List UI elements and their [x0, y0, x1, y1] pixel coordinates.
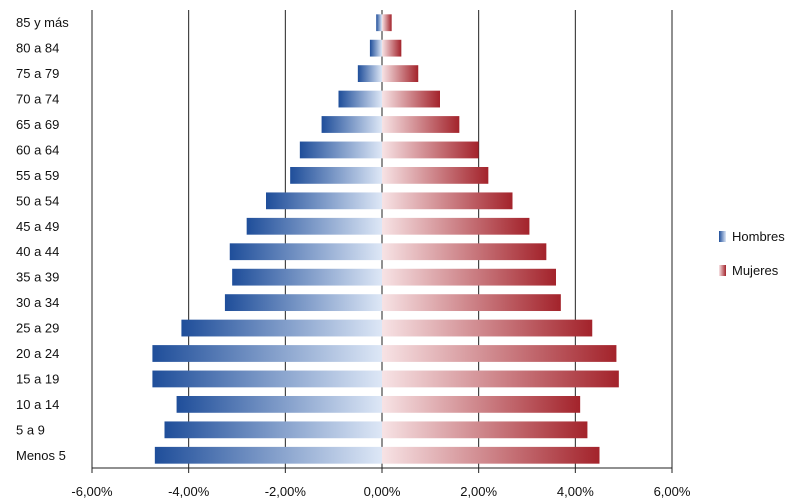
- bar-mujeres-6: [382, 294, 561, 312]
- bar-mujeres-12: [382, 141, 479, 159]
- axes: [91, 467, 673, 473]
- category-label: 75 a 79: [16, 66, 59, 81]
- x-tick-label: 2,00%: [460, 484, 497, 499]
- bar-hombres-2: [176, 395, 382, 413]
- bar-mujeres-9: [382, 217, 530, 235]
- category-label: 25 a 29: [16, 321, 59, 336]
- grid-lines: [91, 10, 673, 468]
- x-tick-label: -6,00%: [71, 484, 113, 499]
- bar-mujeres-17: [382, 14, 392, 32]
- legend-label-hombres: Hombres: [732, 229, 785, 244]
- bars: [152, 14, 619, 464]
- x-tick-label: -4,00%: [168, 484, 210, 499]
- bar-mujeres-1: [382, 421, 588, 439]
- bar-hombres-3: [152, 370, 382, 388]
- category-label: 5 a 9: [16, 422, 45, 437]
- bar-hombres-6: [224, 294, 382, 312]
- legend-swatch-mujeres: [719, 265, 726, 276]
- bar-hombres-11: [290, 166, 382, 184]
- category-label: 15 a 19: [16, 371, 59, 386]
- x-tick-label: -2,00%: [265, 484, 307, 499]
- category-label: 55 a 59: [16, 168, 59, 183]
- bar-hombres-8: [229, 243, 382, 261]
- category-label: 60 a 64: [16, 142, 59, 157]
- category-label: 30 a 34: [16, 295, 59, 310]
- x-tick-label: 4,00%: [557, 484, 594, 499]
- bar-mujeres-4: [382, 345, 617, 362]
- category-label: 80 a 84: [16, 41, 59, 56]
- bar-mujeres-2: [382, 395, 581, 413]
- legend: Hombres Mujeres: [719, 228, 785, 296]
- category-labels: Menos 5 5 a 9 10 a 14 15 a 19 20 a 24 25 a 29…: [16, 15, 69, 463]
- bar-mujeres-13: [382, 116, 460, 133]
- bar-hombres-17: [376, 14, 382, 32]
- legend-item-mujeres: Mujeres: [719, 262, 785, 279]
- bar-hombres-5: [181, 319, 382, 337]
- bar-mujeres-8: [382, 243, 547, 261]
- bar-hombres-10: [266, 192, 382, 210]
- bar-hombres-0: [154, 446, 382, 464]
- category-label: 20 a 24: [16, 346, 59, 361]
- x-tick-labels: -6,00% -4,00% -2,00% 0,00% 2,00% 4,00% 6,00%: [71, 484, 690, 499]
- bar-hombres-13: [321, 116, 382, 133]
- x-tick-label: 0,00%: [364, 484, 401, 499]
- bar-mujeres-0: [382, 446, 600, 464]
- x-tick-label: 6,00%: [654, 484, 691, 499]
- bar-mujeres-16: [382, 39, 402, 57]
- bar-mujeres-3: [382, 370, 619, 388]
- bar-hombres-1: [164, 421, 382, 439]
- legend-item-hombres: Hombres: [719, 228, 785, 245]
- bar-mujeres-7: [382, 268, 556, 286]
- bar-mujeres-10: [382, 192, 513, 210]
- category-label: 40 a 44: [16, 244, 59, 259]
- bar-mujeres-11: [382, 166, 489, 184]
- bar-hombres-12: [299, 141, 382, 159]
- category-label: 50 a 54: [16, 193, 59, 208]
- legend-swatch-hombres: [719, 231, 726, 242]
- category-label: 35 a 39: [16, 270, 59, 285]
- bar-hombres-16: [369, 39, 382, 57]
- category-label: 65 a 69: [16, 117, 59, 132]
- category-label: 45 a 49: [16, 219, 59, 234]
- category-label: 10 a 14: [16, 397, 59, 412]
- bar-mujeres-5: [382, 319, 593, 337]
- category-label: 70 a 74: [16, 92, 59, 107]
- bar-hombres-9: [246, 217, 382, 235]
- bar-hombres-7: [232, 268, 382, 286]
- bar-hombres-4: [152, 345, 382, 362]
- bar-mujeres-14: [382, 90, 440, 108]
- legend-label-mujeres: Mujeres: [732, 263, 779, 278]
- bar-mujeres-15: [382, 65, 419, 83]
- category-label: Menos 5: [16, 448, 66, 463]
- bar-hombres-15: [357, 65, 382, 83]
- category-label: 85 y más: [16, 15, 69, 30]
- bar-hombres-14: [338, 90, 382, 108]
